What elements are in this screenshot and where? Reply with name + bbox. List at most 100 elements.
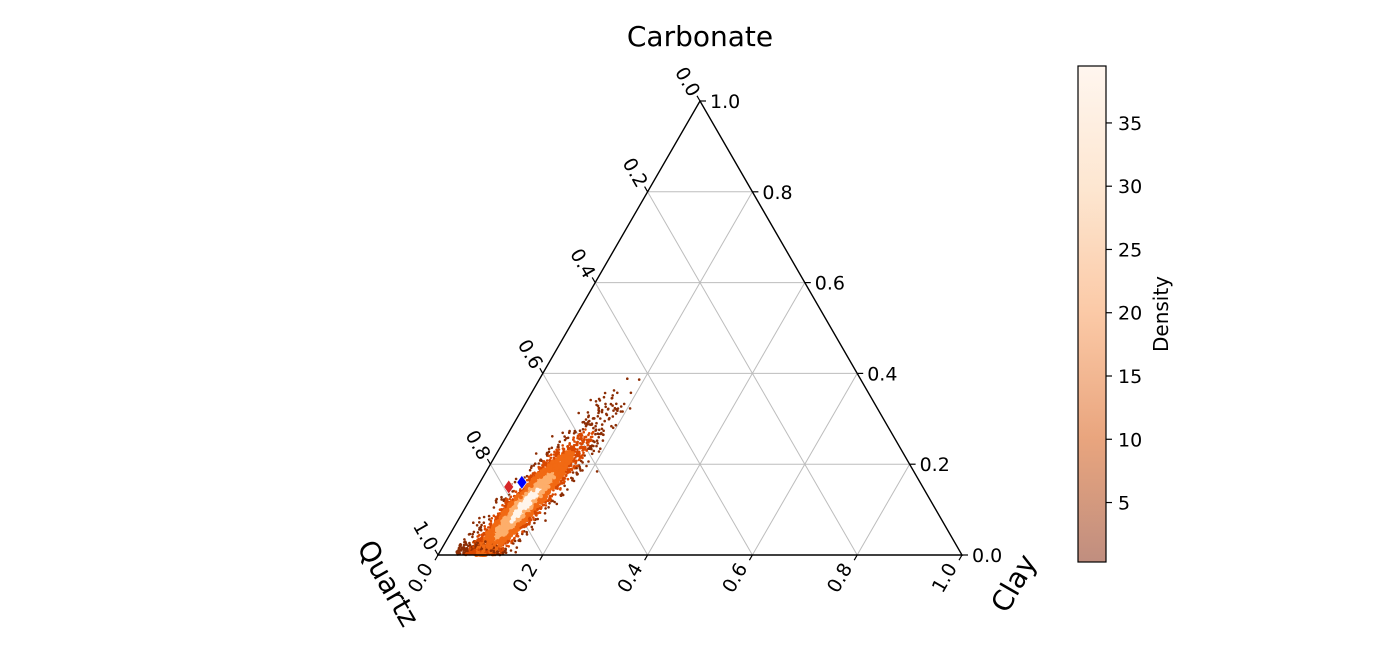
density-point bbox=[556, 476, 561, 481]
density-point bbox=[514, 500, 518, 505]
density-point bbox=[505, 497, 509, 501]
grid-line-clay bbox=[751, 373, 858, 556]
density-point bbox=[571, 471, 575, 474]
tick-label-clay: 1.0 bbox=[928, 559, 962, 596]
density-point bbox=[581, 441, 585, 444]
density-point bbox=[602, 433, 605, 437]
density-point bbox=[537, 462, 541, 465]
density-point bbox=[559, 494, 563, 498]
density-point bbox=[471, 532, 475, 536]
density-point bbox=[609, 402, 613, 406]
density-point bbox=[606, 408, 610, 411]
density-point bbox=[585, 464, 588, 468]
density-point bbox=[551, 435, 554, 438]
density-point bbox=[514, 477, 518, 481]
density-point bbox=[525, 530, 528, 534]
tick-label-quartz: 0.6 bbox=[513, 336, 547, 373]
density-point bbox=[616, 391, 619, 395]
density-point bbox=[472, 521, 475, 524]
density-point bbox=[504, 505, 507, 509]
density-point bbox=[567, 446, 570, 450]
density-point bbox=[561, 478, 564, 482]
density-point bbox=[576, 464, 579, 468]
density-point bbox=[474, 545, 478, 549]
density-point bbox=[547, 506, 550, 509]
density-point bbox=[566, 436, 570, 440]
density-point bbox=[471, 535, 474, 539]
density-point bbox=[482, 515, 486, 519]
density-point bbox=[556, 449, 559, 453]
density-point bbox=[550, 482, 554, 487]
density-point bbox=[576, 443, 579, 447]
density-point bbox=[477, 539, 480, 542]
tick-mark-clay bbox=[644, 554, 649, 561]
density-point bbox=[511, 505, 516, 510]
density-point bbox=[543, 480, 548, 485]
density-point bbox=[589, 435, 593, 439]
density-point bbox=[537, 498, 542, 503]
density-point bbox=[572, 432, 576, 435]
density-point bbox=[597, 406, 601, 410]
density-point bbox=[531, 494, 536, 499]
density-point bbox=[600, 427, 604, 431]
density-point bbox=[456, 549, 460, 553]
density-point bbox=[488, 526, 492, 529]
density-point bbox=[629, 391, 633, 395]
colorbar-ticks: 5 10 15 20 25 30 35 bbox=[1106, 113, 1142, 515]
colorbar-tick-label: 20 bbox=[1118, 303, 1142, 325]
tick-label-quartz: 0.2 bbox=[618, 154, 652, 191]
triangle-outline bbox=[436, 99, 964, 556]
density-point bbox=[592, 444, 595, 448]
density-point bbox=[529, 505, 534, 509]
density-point bbox=[548, 458, 552, 462]
density-point bbox=[503, 515, 508, 520]
density-point bbox=[555, 454, 558, 458]
tick-label-carbonate: 0.0 bbox=[972, 545, 1002, 567]
sample-marker bbox=[503, 479, 515, 495]
density-point bbox=[507, 536, 511, 540]
density-point bbox=[520, 525, 524, 529]
density-point bbox=[566, 470, 570, 473]
density-point bbox=[637, 378, 641, 381]
density-point bbox=[524, 485, 529, 490]
density-point bbox=[496, 516, 499, 520]
density-point bbox=[496, 514, 500, 518]
density-point bbox=[536, 517, 539, 521]
density-point bbox=[590, 438, 593, 442]
sample-marker bbox=[516, 474, 528, 490]
density-point bbox=[622, 402, 626, 406]
density-point bbox=[543, 461, 547, 464]
density-point bbox=[489, 544, 494, 549]
density-point bbox=[532, 518, 536, 521]
density-point bbox=[532, 483, 537, 488]
tick-mark-quartz bbox=[434, 549, 439, 556]
tick-mark-clay bbox=[434, 554, 439, 561]
density-point bbox=[494, 499, 498, 502]
density-point bbox=[475, 524, 479, 527]
density-point bbox=[509, 549, 513, 552]
tick-mark-quartz bbox=[696, 95, 701, 102]
density-point bbox=[572, 459, 575, 463]
density-point bbox=[504, 499, 508, 503]
density-point bbox=[582, 430, 585, 434]
tick-label-clay: 0.2 bbox=[509, 559, 543, 596]
density-point bbox=[494, 546, 499, 551]
density-point bbox=[486, 552, 489, 555]
density-point bbox=[476, 531, 480, 534]
density-point bbox=[563, 438, 567, 442]
density-point bbox=[483, 527, 487, 530]
density-point bbox=[574, 460, 578, 464]
density-point bbox=[597, 435, 600, 439]
density-point bbox=[538, 494, 543, 499]
density-point bbox=[577, 454, 581, 458]
density-point bbox=[570, 451, 575, 456]
density-point bbox=[554, 493, 557, 496]
density-point bbox=[484, 540, 487, 543]
density-point bbox=[548, 467, 553, 472]
density-point bbox=[531, 528, 534, 531]
density-point bbox=[463, 538, 466, 541]
density-point bbox=[500, 495, 503, 499]
density-point bbox=[518, 502, 523, 506]
density-point bbox=[542, 465, 545, 469]
density-point bbox=[501, 503, 504, 507]
